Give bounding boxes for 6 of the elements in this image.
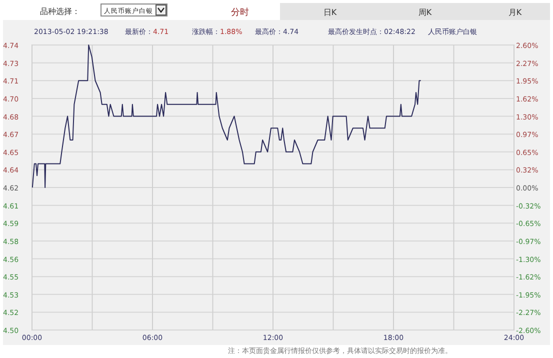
text: 周K xyxy=(418,8,432,17)
text: 日K xyxy=(323,8,338,17)
text: 月K xyxy=(508,8,522,17)
text: 分时 xyxy=(231,7,249,18)
line-series xyxy=(32,44,422,188)
text: 品种选择： xyxy=(40,7,80,16)
